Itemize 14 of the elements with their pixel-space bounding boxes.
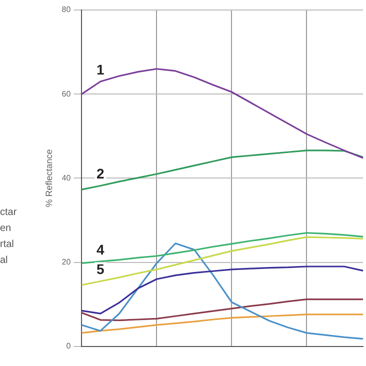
text: en [0, 222, 12, 236]
y-tick-label: 20 [62, 258, 72, 267]
y-tick-label: 0 [66, 342, 72, 351]
text: al [0, 254, 9, 268]
y-tick-label: 80 [62, 5, 72, 14]
series-label: 4 [96, 241, 105, 258]
series-label: 2 [96, 166, 105, 182]
text: rtal [0, 238, 15, 252]
y-tick-label: 40 [62, 173, 72, 182]
text: ctar [0, 206, 17, 220]
y-tick-label: 60 [62, 89, 72, 98]
y-axis-title: % Reflectance [44, 149, 54, 208]
series-label: 5 [96, 261, 105, 278]
series-label: 1 [96, 61, 105, 78]
